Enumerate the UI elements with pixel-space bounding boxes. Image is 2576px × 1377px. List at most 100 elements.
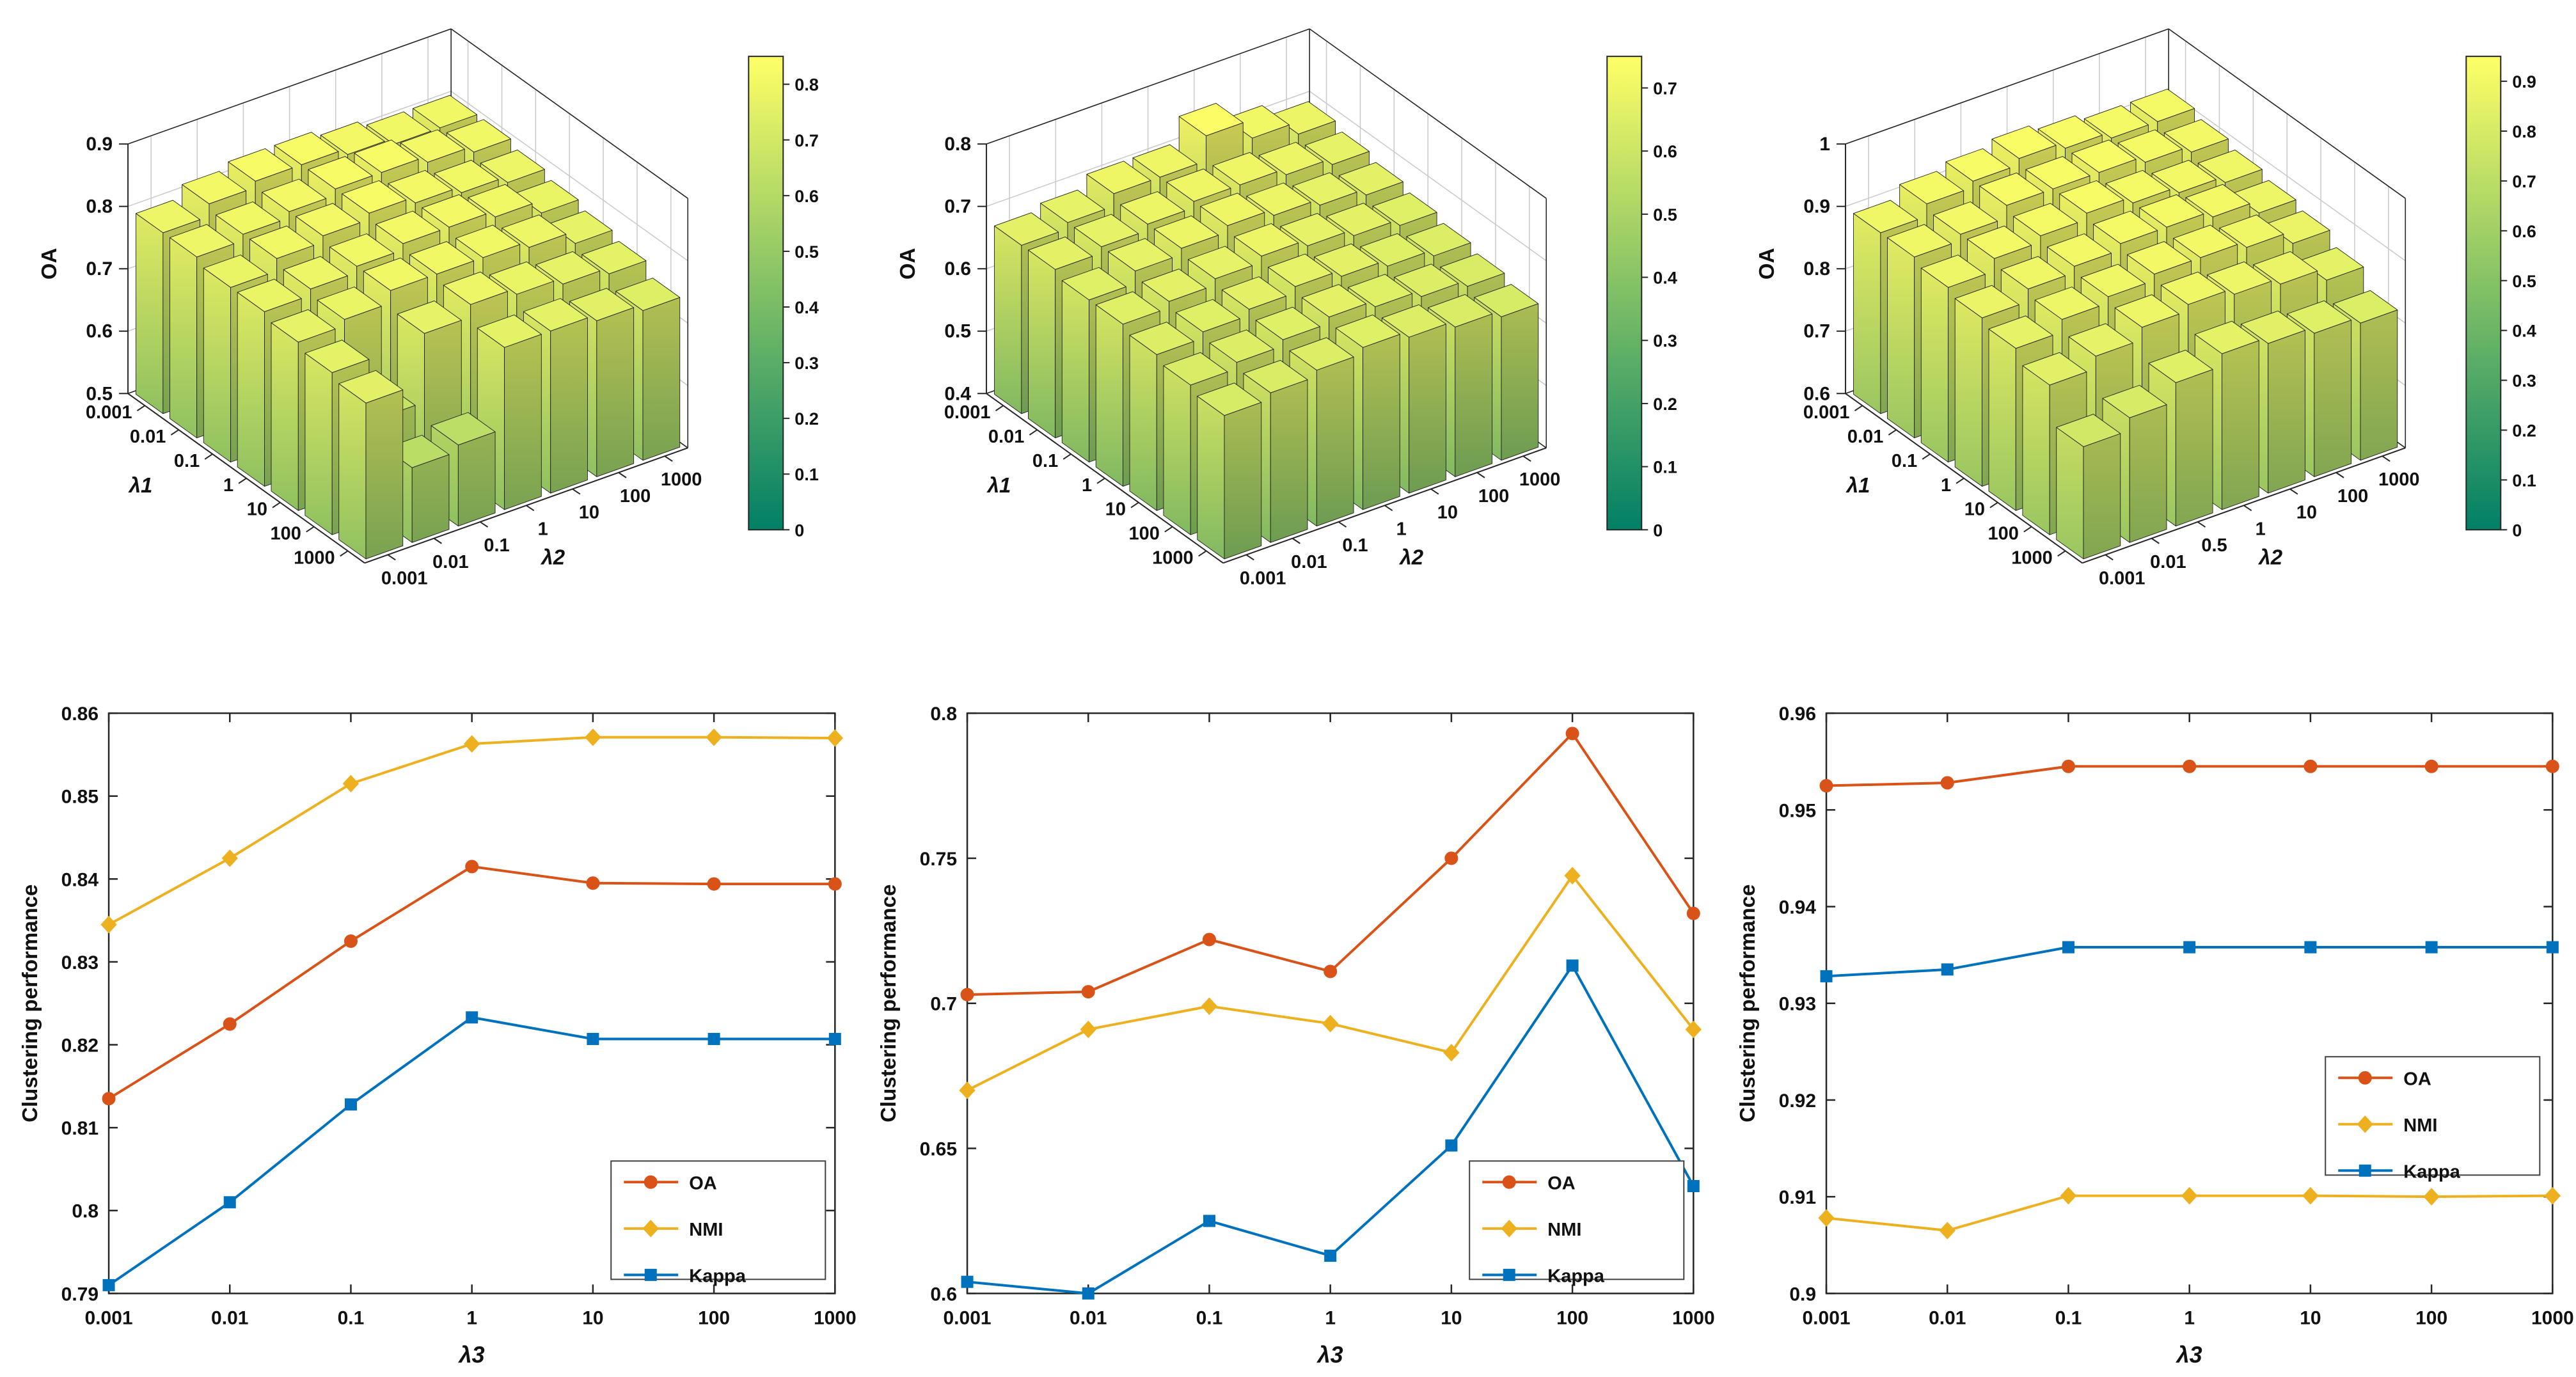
legend-label: NMI	[2403, 1115, 2437, 1135]
bars	[994, 101, 1539, 560]
x-tick-label: 1	[466, 1307, 477, 1328]
legend-label: OA	[689, 1173, 717, 1193]
colorbar-tick-label: 0	[2512, 521, 2522, 540]
bar3d-chart-2: 0.4 0.5 0.6 0.7 0.8 OA 0.001 0.01 0.1 1 10 100 1000 λ…	[858, 0, 1717, 689]
x-tick-label: 1	[2184, 1307, 2195, 1328]
lambda1-axis-label: λ1	[1845, 473, 1870, 497]
svg-text:OA: OA	[1755, 248, 1778, 280]
z-tick-label: 0.5	[945, 321, 972, 342]
svg-text:OA: OA	[896, 248, 919, 280]
colorbar-tick-label: 0.4	[1654, 269, 1678, 288]
colorbar-tick-label: 0.1	[1654, 458, 1678, 477]
lambda1-tick-label: 0.1	[1032, 451, 1058, 471]
y-tick-label: 0.65	[920, 1138, 957, 1160]
line-chart-2-svg: 0.001 0.01 0.1 1 10 100 1000 0.6 0.65 0.7 0.75 0.8 λ…	[876, 704, 1715, 1367]
ticks	[1825, 712, 2554, 1294]
z-axis-label: OA	[896, 248, 919, 280]
bars	[1853, 88, 2398, 560]
colorbar-tick-label: 0.7	[2512, 172, 2536, 191]
series-OA	[960, 726, 1701, 1002]
svg-text:Clustering performance: Clustering performance	[18, 884, 42, 1122]
bar3d-chart-3-svg: 0.60.70.80.91OA0.0010.010.11101001000λ10…	[1755, 28, 2536, 588]
x-tick-label: 100	[698, 1307, 730, 1328]
x-tick-label: 10	[582, 1307, 603, 1328]
z-tick-label: 0.4	[945, 383, 972, 404]
colorbar-tick-label: 0.3	[794, 354, 819, 373]
lambda1-tick-label: 100	[1987, 524, 2018, 544]
y-axis-label: Clustering performance	[1735, 884, 1759, 1122]
colorbar-tick-label: 0.1	[2512, 471, 2536, 490]
colorbar-tick-label: 0.5	[2512, 272, 2536, 291]
lambda2-tick-label: 0.001	[2099, 568, 2145, 588]
colorbar-tick-label: 0.4	[794, 298, 819, 317]
colorbar-tick-label: 0.9	[2512, 72, 2536, 91]
legend-label: OA	[2403, 1069, 2431, 1089]
colorbar-tick-label: 0	[1654, 521, 1663, 540]
colorbar-tick-label: 0.2	[1654, 395, 1678, 414]
y-tick-label: 0.6	[931, 1284, 958, 1305]
lambda1-tick-label: 0.1	[1892, 451, 1917, 471]
y-axis-label: Clustering performance	[876, 884, 900, 1122]
y-tick-label: 0.9	[1789, 1284, 1816, 1305]
series-Kappa	[102, 1011, 841, 1291]
x-tick-label: 0.1	[2055, 1307, 2082, 1328]
x-axis-label: λ3	[458, 1341, 485, 1367]
y-tick-label: 0.84	[61, 869, 99, 890]
series-NMI	[959, 866, 1702, 1099]
svg-text:Clustering performance: Clustering performance	[876, 884, 900, 1122]
colorbar-tick-label: 0.2	[794, 409, 819, 429]
colorbar-tick-label: 0.3	[1654, 331, 1678, 350]
tick-labels: 0.001 0.01 0.1 1 10 100 1000 0.9 0.91 0.92 0.93 0.9…	[1778, 704, 2573, 1328]
colorbar-tick-label: 0.6	[794, 187, 819, 206]
lambda1-tick-label: 1000	[294, 547, 335, 568]
y-tick-label: 0.95	[1778, 800, 1815, 821]
colorbar: 0 0.1 0.2 0.3 0.4 0.5 0.6 0.7 0.8	[748, 56, 819, 540]
colorbar-tick-label: 0.5	[1654, 205, 1678, 224]
lambda1-axis-label: λ1	[128, 473, 153, 497]
legend-label: Kappa	[2403, 1161, 2461, 1182]
x-tick-label: 0.01	[211, 1307, 248, 1328]
lambda1-tick-label: 10	[247, 500, 267, 520]
x-tick-label: 10	[2300, 1307, 2321, 1328]
lambda2-axis-label: λ2	[540, 545, 565, 569]
lambda1-tick-label: 1	[223, 475, 233, 496]
z-axis-label: OA	[1755, 248, 1778, 280]
y-tick-label: 0.8	[931, 704, 958, 725]
lambda2-tick-label: 100	[1478, 486, 1509, 507]
legend-label: Kappa	[689, 1266, 747, 1286]
colorbar-tick-label: 0.6	[1654, 142, 1678, 161]
legend: OA NMI Kappa	[1469, 1160, 1685, 1286]
z-tick-label: 0.8	[945, 134, 972, 155]
z-tick-label: 0.7	[1803, 321, 1830, 342]
x-tick-label: 0.001	[85, 1307, 133, 1328]
lambda2-tick-label: 1	[1396, 519, 1407, 539]
y-axis-label: Clustering performance	[18, 884, 42, 1122]
z-tick-label: 1	[1819, 134, 1830, 155]
line-chart-3: 0.001 0.01 0.1 1 10 100 1000 0.9 0.91 0.92 0.93 0.9…	[1718, 689, 2576, 1377]
lambda2-tick-label: 0.1	[484, 535, 509, 556]
x-tick-label: 100	[1556, 1307, 1588, 1328]
x-tick-label: 0.01	[1070, 1307, 1107, 1328]
bar3d-chart-1: 0.5 0.6 0.7 0.8 0.9 OA 0.001 0.01 0.1 1 10 100 1000 λ…	[0, 0, 858, 689]
bar3d-chart-3: 0.6 0.7 0.8 0.9 1 OA 0.001 0.01 0.1 1 10 100 1000 λ1 0…	[1718, 0, 2576, 689]
z-tick-label: 0.8	[86, 196, 113, 217]
lambda1-tick-label: 1	[1941, 475, 1951, 496]
lambda2-tick-label: 0.001	[1240, 568, 1286, 588]
x-tick-label: 0.1	[1196, 1307, 1223, 1328]
lambda2-tick-label: 10	[1437, 503, 1458, 523]
x-tick-label: 10	[1441, 1307, 1462, 1328]
lambda1-tick-label: 0.1	[174, 451, 200, 471]
lambda2-axis-label: λ2	[2257, 545, 2282, 569]
y-tick-label: 0.8	[72, 1200, 99, 1222]
line-chart-1: 0.001 0.01 0.1 1 10 100 1000 0.79 0.8 0.81 0.82 0.8…	[0, 689, 858, 1377]
y-tick-label: 0.7	[931, 993, 958, 1014]
lambda1-tick-label: 1	[1082, 475, 1092, 496]
lambda1-tick-label: 0.001	[944, 402, 991, 423]
colorbar: 0 0.1 0.2 0.3 0.4 0.5 0.6 0.7	[1606, 56, 1678, 540]
y-tick-label: 0.82	[61, 1035, 99, 1056]
colorbar-tick-label: 0.7	[1654, 79, 1678, 98]
